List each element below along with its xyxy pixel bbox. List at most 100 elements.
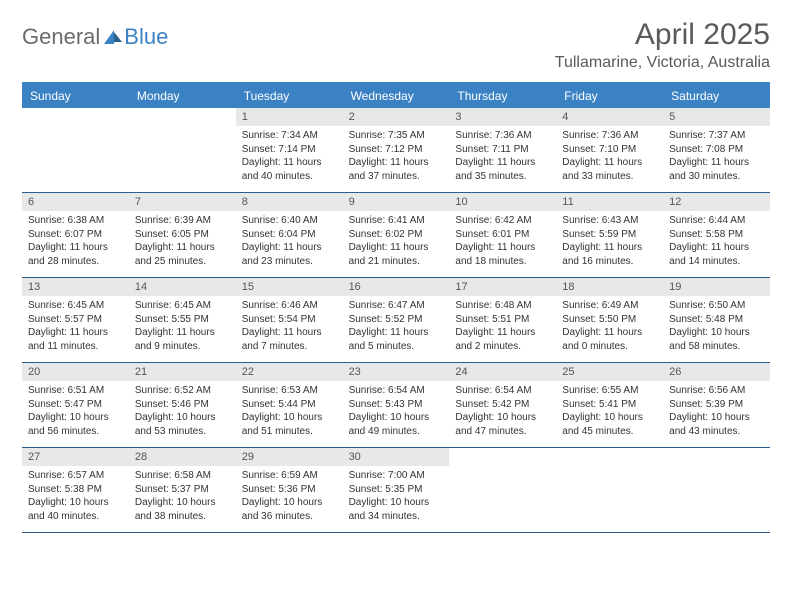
sunset-text: Sunset: 5:57 PM [28,313,123,327]
daylight-text: Daylight: 11 hours and 18 minutes. [455,241,550,268]
day-details: Sunrise: 7:36 AMSunset: 7:11 PMDaylight:… [449,126,556,187]
sunset-text: Sunset: 5:47 PM [28,398,123,412]
day-details: Sunrise: 6:41 AMSunset: 6:02 PMDaylight:… [343,211,450,272]
sunrise-text: Sunrise: 6:44 AM [669,214,764,228]
day-details: Sunrise: 7:37 AMSunset: 7:08 PMDaylight:… [663,126,770,187]
sunrise-text: Sunrise: 6:59 AM [242,469,337,483]
sunset-text: Sunset: 6:02 PM [349,228,444,242]
daylight-text: Daylight: 10 hours and 43 minutes. [669,411,764,438]
sunrise-text: Sunrise: 6:43 AM [562,214,657,228]
day-details: Sunrise: 6:45 AMSunset: 5:55 PMDaylight:… [129,296,236,357]
calendar-cell: 26Sunrise: 6:56 AMSunset: 5:39 PMDayligh… [663,363,770,447]
calendar-cell: 4Sunrise: 7:36 AMSunset: 7:10 PMDaylight… [556,108,663,192]
sunrise-text: Sunrise: 6:46 AM [242,299,337,313]
day-number: 30 [343,448,450,466]
calendar-cell: 1Sunrise: 7:34 AMSunset: 7:14 PMDaylight… [236,108,343,192]
sunset-text: Sunset: 5:54 PM [242,313,337,327]
daylight-text: Daylight: 11 hours and 25 minutes. [135,241,230,268]
day-number: 2 [343,108,450,126]
sunset-text: Sunset: 5:37 PM [135,483,230,497]
calendar-cell: 21Sunrise: 6:52 AMSunset: 5:46 PMDayligh… [129,363,236,447]
calendar-cell-empty [449,448,556,532]
sunrise-text: Sunrise: 6:48 AM [455,299,550,313]
sunset-text: Sunset: 5:39 PM [669,398,764,412]
day-details: Sunrise: 6:48 AMSunset: 5:51 PMDaylight:… [449,296,556,357]
day-number: 15 [236,278,343,296]
sunset-text: Sunset: 5:41 PM [562,398,657,412]
calendar-cell-empty [663,448,770,532]
day-number: 28 [129,448,236,466]
weekday-header-row: SundayMondayTuesdayWednesdayThursdayFrid… [22,84,770,108]
sunrise-text: Sunrise: 6:41 AM [349,214,444,228]
day-details: Sunrise: 6:58 AMSunset: 5:37 PMDaylight:… [129,466,236,527]
daylight-text: Daylight: 10 hours and 49 minutes. [349,411,444,438]
daylight-text: Daylight: 10 hours and 40 minutes. [28,496,123,523]
calendar-cell: 28Sunrise: 6:58 AMSunset: 5:37 PMDayligh… [129,448,236,532]
daylight-text: Daylight: 11 hours and 5 minutes. [349,326,444,353]
day-details: Sunrise: 7:35 AMSunset: 7:12 PMDaylight:… [343,126,450,187]
day-details: Sunrise: 6:55 AMSunset: 5:41 PMDaylight:… [556,381,663,442]
daylight-text: Daylight: 10 hours and 53 minutes. [135,411,230,438]
day-number: 20 [22,363,129,381]
sunrise-text: Sunrise: 6:58 AM [135,469,230,483]
day-number: 26 [663,363,770,381]
daylight-text: Daylight: 11 hours and 7 minutes. [242,326,337,353]
sunrise-text: Sunrise: 6:49 AM [562,299,657,313]
day-number: 22 [236,363,343,381]
calendar-cell: 7Sunrise: 6:39 AMSunset: 6:05 PMDaylight… [129,193,236,277]
week-row: 20Sunrise: 6:51 AMSunset: 5:47 PMDayligh… [22,363,770,448]
calendar-cell: 18Sunrise: 6:49 AMSunset: 5:50 PMDayligh… [556,278,663,362]
day-details: Sunrise: 6:40 AMSunset: 6:04 PMDaylight:… [236,211,343,272]
weekday-header: Sunday [22,84,129,108]
calendar-cell: 23Sunrise: 6:54 AMSunset: 5:43 PMDayligh… [343,363,450,447]
logo-triangle-icon [104,30,114,44]
day-details: Sunrise: 6:56 AMSunset: 5:39 PMDaylight:… [663,381,770,442]
sunset-text: Sunset: 5:42 PM [455,398,550,412]
day-number: 18 [556,278,663,296]
sunset-text: Sunset: 5:50 PM [562,313,657,327]
day-details: Sunrise: 7:34 AMSunset: 7:14 PMDaylight:… [236,126,343,187]
sunset-text: Sunset: 7:11 PM [455,143,550,157]
day-details: Sunrise: 6:49 AMSunset: 5:50 PMDaylight:… [556,296,663,357]
day-number: 24 [449,363,556,381]
day-number: 17 [449,278,556,296]
calendar-cell: 29Sunrise: 6:59 AMSunset: 5:36 PMDayligh… [236,448,343,532]
calendar-cell: 17Sunrise: 6:48 AMSunset: 5:51 PMDayligh… [449,278,556,362]
day-number: 7 [129,193,236,211]
daylight-text: Daylight: 11 hours and 28 minutes. [28,241,123,268]
weekday-header: Monday [129,84,236,108]
week-row: 6Sunrise: 6:38 AMSunset: 6:07 PMDaylight… [22,193,770,278]
sunrise-text: Sunrise: 6:42 AM [455,214,550,228]
sunset-text: Sunset: 5:52 PM [349,313,444,327]
brand-logo: General Blue [22,24,168,50]
sunset-text: Sunset: 5:38 PM [28,483,123,497]
sunrise-text: Sunrise: 6:54 AM [349,384,444,398]
calendar-cell: 20Sunrise: 6:51 AMSunset: 5:47 PMDayligh… [22,363,129,447]
day-details: Sunrise: 6:51 AMSunset: 5:47 PMDaylight:… [22,381,129,442]
calendar-cell: 8Sunrise: 6:40 AMSunset: 6:04 PMDaylight… [236,193,343,277]
sunrise-text: Sunrise: 7:36 AM [455,129,550,143]
week-row: 27Sunrise: 6:57 AMSunset: 5:38 PMDayligh… [22,448,770,533]
day-details: Sunrise: 6:57 AMSunset: 5:38 PMDaylight:… [22,466,129,527]
sunset-text: Sunset: 5:55 PM [135,313,230,327]
day-number: 4 [556,108,663,126]
daylight-text: Daylight: 10 hours and 38 minutes. [135,496,230,523]
calendar-cell: 2Sunrise: 7:35 AMSunset: 7:12 PMDaylight… [343,108,450,192]
sunrise-text: Sunrise: 7:34 AM [242,129,337,143]
daylight-text: Daylight: 10 hours and 56 minutes. [28,411,123,438]
day-details: Sunrise: 6:39 AMSunset: 6:05 PMDaylight:… [129,211,236,272]
sunset-text: Sunset: 5:35 PM [349,483,444,497]
daylight-text: Daylight: 11 hours and 35 minutes. [455,156,550,183]
calendar-cell: 30Sunrise: 7:00 AMSunset: 5:35 PMDayligh… [343,448,450,532]
logo-triangle2-icon [114,32,122,42]
sunset-text: Sunset: 5:59 PM [562,228,657,242]
sunrise-text: Sunrise: 6:54 AM [455,384,550,398]
sunset-text: Sunset: 5:44 PM [242,398,337,412]
day-details: Sunrise: 6:45 AMSunset: 5:57 PMDaylight:… [22,296,129,357]
day-number: 1 [236,108,343,126]
daylight-text: Daylight: 10 hours and 51 minutes. [242,411,337,438]
daylight-text: Daylight: 11 hours and 40 minutes. [242,156,337,183]
week-row: 1Sunrise: 7:34 AMSunset: 7:14 PMDaylight… [22,108,770,193]
sunrise-text: Sunrise: 7:00 AM [349,469,444,483]
sunset-text: Sunset: 5:48 PM [669,313,764,327]
